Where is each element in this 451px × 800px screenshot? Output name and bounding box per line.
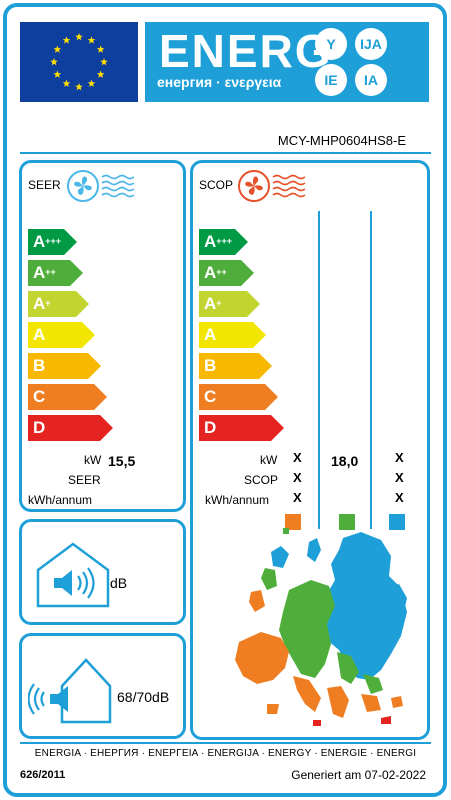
model-number: MCY-MHP0604HS8-E bbox=[277, 133, 406, 148]
scop-class-label: A+++ bbox=[204, 232, 233, 251]
seer-class-label: A bbox=[33, 325, 46, 344]
speaker-indoor-icon bbox=[36, 542, 110, 608]
scop-class-bar: B bbox=[199, 353, 272, 379]
column-divider-1 bbox=[318, 211, 320, 529]
scop-class-label: D bbox=[204, 418, 217, 437]
eu-star-icon bbox=[62, 36, 71, 44]
fan-cooling-icon bbox=[67, 170, 135, 202]
seer-class-label: A+++ bbox=[33, 232, 62, 251]
scop-class-bar: C bbox=[199, 384, 278, 410]
scop-kw-label: kW bbox=[260, 453, 278, 467]
outdoor-noise-value: 68/70dB bbox=[117, 689, 170, 705]
label-frame bbox=[3, 3, 447, 797]
scop-class-bar: D bbox=[199, 415, 284, 441]
seer-panel: SEER A+++ A++ A+ A B C D kW 15,5 SEER kWh/annu… bbox=[19, 160, 186, 512]
europe-climate-map bbox=[235, 528, 407, 726]
scop-kwh-label: kWh/annum bbox=[205, 493, 270, 507]
seer-class-bar: A bbox=[28, 322, 95, 348]
scop-class-bar: A++ bbox=[199, 260, 254, 286]
lang-suffix-y: Y bbox=[315, 28, 347, 60]
cold-zone-swatch bbox=[389, 514, 405, 530]
generated-date: Generiert am 07-02-2022 bbox=[291, 768, 426, 782]
seer-class-label: A+ bbox=[33, 294, 51, 313]
scop-class-label: C bbox=[204, 387, 217, 406]
eu-flag bbox=[20, 22, 138, 102]
eu-star-icon bbox=[75, 83, 83, 91]
warm-kw-value: X bbox=[293, 450, 302, 465]
energy-subtitle: енергия · ενεργεια bbox=[157, 74, 282, 90]
scop-title: SCOP bbox=[199, 178, 234, 192]
indoor-noise-value: dB bbox=[110, 575, 128, 591]
warm-scop-value: X bbox=[293, 470, 302, 485]
warm-kwh-value: X bbox=[293, 490, 302, 505]
header-divider bbox=[20, 152, 431, 154]
eu-star-icon bbox=[87, 36, 96, 44]
eu-star-icon bbox=[100, 58, 108, 66]
average-kw-value: 18,0 bbox=[331, 453, 359, 469]
lang-suffix-ija: IJA bbox=[355, 28, 387, 60]
footer-languages: ENERGIA · ЕНЕРГИЯ · ΕΝΕΡΓΕΙΑ · ENERGIJA … bbox=[34, 748, 417, 759]
cold-kw-value: X bbox=[395, 450, 404, 465]
seer-class-bar: B bbox=[28, 353, 101, 379]
scop-class-label: A++ bbox=[204, 263, 227, 282]
eu-star-icon bbox=[96, 70, 105, 78]
lang-suffix-ie: IE bbox=[315, 64, 347, 96]
eu-star-icon bbox=[53, 45, 62, 53]
seer-class-label: C bbox=[33, 387, 46, 406]
eu-star-icon bbox=[53, 70, 62, 78]
seer-class-bar: A+++ bbox=[28, 229, 77, 255]
seer-kw-value: 15,5 bbox=[108, 453, 136, 469]
footer-divider bbox=[20, 742, 431, 744]
seer-class-bar: D bbox=[28, 415, 113, 441]
eu-stars-icon bbox=[50, 33, 108, 91]
scop-class-bar: A+++ bbox=[199, 229, 248, 255]
seer-class-bar: C bbox=[28, 384, 107, 410]
seer-class-label: D bbox=[33, 418, 46, 437]
seer-kw-label: kW bbox=[84, 453, 102, 467]
fan-heating-icon bbox=[238, 170, 306, 202]
outdoor-noise-panel: 68/70dB bbox=[19, 633, 186, 739]
regulation-number: 626/2011 bbox=[20, 769, 66, 781]
cold-kwh-value: X bbox=[395, 490, 404, 505]
eu-star-icon bbox=[50, 58, 58, 66]
seer-class-bar: A++ bbox=[28, 260, 83, 286]
energy-word: ENERG bbox=[159, 25, 333, 77]
average-zone-swatch bbox=[339, 514, 355, 530]
seer-class-bar: A+ bbox=[28, 291, 89, 317]
warm-zone-swatch bbox=[285, 514, 301, 530]
column-divider-2 bbox=[370, 211, 372, 529]
seer-class-label: A++ bbox=[33, 263, 56, 282]
scop-class-bar: A bbox=[199, 322, 266, 348]
scop-class-label: B bbox=[204, 356, 217, 375]
seer-title: SEER bbox=[28, 178, 61, 192]
eu-star-icon bbox=[96, 45, 105, 53]
lang-suffix-ia: IA bbox=[355, 64, 387, 96]
cold-scop-value: X bbox=[395, 470, 404, 485]
eu-star-icon bbox=[75, 33, 83, 41]
speaker-outdoor-icon bbox=[28, 658, 112, 724]
indoor-noise-panel: dB bbox=[19, 519, 186, 625]
seer-kwh-label: kWh/annum bbox=[28, 493, 93, 507]
eu-star-icon bbox=[87, 79, 96, 87]
eu-star-icon bbox=[62, 79, 71, 87]
scop-class-bar: A+ bbox=[199, 291, 260, 317]
scop-class-label: A bbox=[204, 325, 217, 344]
seer-label: SEER bbox=[68, 473, 101, 487]
scop-label: SCOP bbox=[244, 473, 279, 487]
energy-header: ENERG енергия · ενεργεια Y IJA IE IA bbox=[145, 22, 429, 102]
scop-panel: SCOP A+++ A++ A+ A B C D kW SCOP kWh/annum X X… bbox=[190, 160, 430, 740]
seer-class-label: B bbox=[33, 356, 46, 375]
scop-class-label: A+ bbox=[204, 294, 222, 313]
